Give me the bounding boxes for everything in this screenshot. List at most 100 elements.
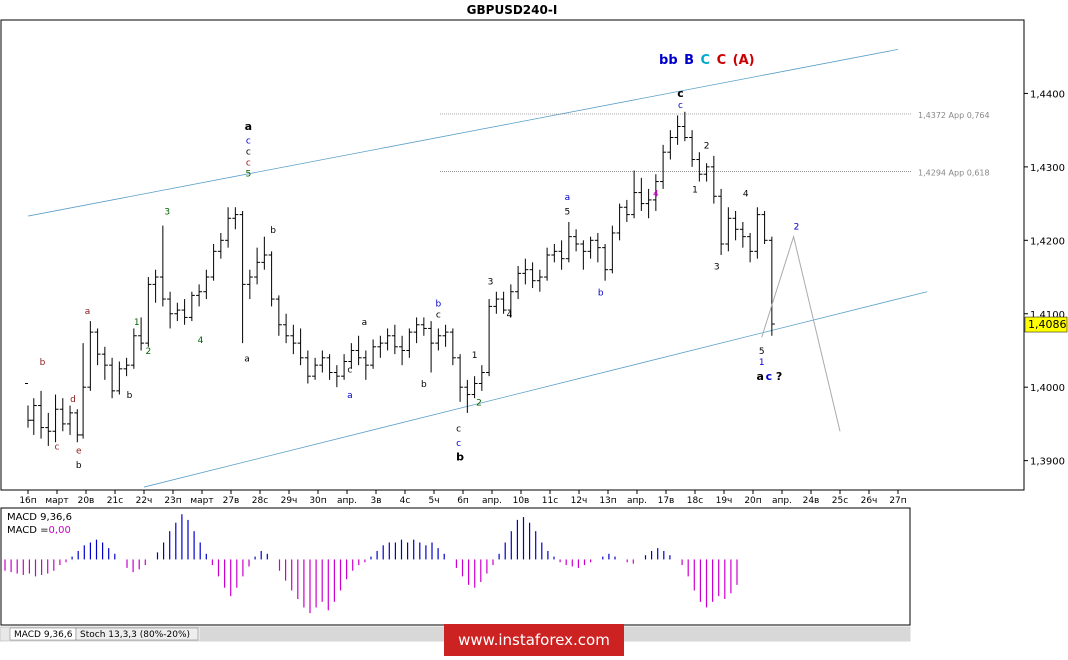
wave-label-9: 3 bbox=[164, 208, 170, 218]
ohlc-bar-30 bbox=[239, 210, 246, 344]
x-tick-label-12: 3в bbox=[370, 496, 381, 506]
ohlc-bar-4 bbox=[52, 394, 59, 443]
ohlc-bar-65 bbox=[493, 291, 500, 314]
wave-label-33: 5 bbox=[759, 347, 765, 357]
ohlc-bar-27 bbox=[217, 232, 224, 259]
ohlc-bar-103 bbox=[768, 236, 775, 336]
price-bars bbox=[25, 111, 775, 446]
x-tick-label-18: 11с bbox=[542, 496, 558, 506]
fib-levels: 1,4372 App 0,764 1,4294 App 0,618 bbox=[440, 111, 990, 177]
tab-stoch[interactable]: Stoch 13,3,3 (80%-20%) bbox=[75, 627, 199, 641]
ohlc-bar-81 bbox=[609, 225, 616, 274]
ohlc-bar-41 bbox=[319, 350, 326, 373]
ohlc-bar-0 bbox=[25, 383, 31, 428]
wave-label-18: c bbox=[436, 310, 441, 320]
fib-label-1: 1,4294 App 0,618 bbox=[918, 168, 990, 177]
macd-histogram bbox=[4, 514, 738, 614]
x-tick-label-0: 16п bbox=[19, 496, 36, 506]
ohlc-bar-49 bbox=[377, 335, 384, 358]
wave-label-8: 2 bbox=[145, 347, 151, 357]
ohlc-bar-73 bbox=[551, 243, 558, 263]
channel-lower-line bbox=[143, 291, 928, 488]
top-wave-part-5: (A) bbox=[726, 53, 754, 68]
wave-label-17: b bbox=[435, 299, 441, 309]
ohlc-bar-68 bbox=[515, 266, 522, 300]
x-tick-label-4: 22ч bbox=[136, 496, 153, 506]
top-wave-part-2: B bbox=[678, 53, 694, 68]
ohlc-bar-71 bbox=[536, 269, 543, 292]
channel-lines bbox=[27, 48, 928, 488]
ohlc-bar-95 bbox=[710, 155, 717, 204]
ohlc-bar-88 bbox=[660, 144, 667, 189]
ohlc-bar-56 bbox=[428, 321, 435, 373]
wave-label-35: 2 bbox=[794, 222, 800, 232]
ohlc-bar-51 bbox=[391, 324, 398, 355]
ohlc-bar-37 bbox=[290, 324, 297, 355]
ohlc-bar-100 bbox=[747, 232, 754, 263]
x-tick-label-2: 20в bbox=[78, 496, 95, 506]
ohlc-bar-54 bbox=[413, 317, 420, 344]
wave-label-30: 1 bbox=[692, 186, 698, 196]
ohlc-bar-1 bbox=[30, 398, 37, 435]
ohlc-bar-36 bbox=[283, 313, 290, 344]
wave-label-16: b bbox=[421, 380, 427, 390]
ohlc-bar-84 bbox=[631, 170, 638, 219]
y-tick-label-0: 1,3900 bbox=[1030, 457, 1065, 468]
macd-main-label: MACD 9,36,6 bbox=[7, 512, 72, 523]
x-tick-label-17: 10в bbox=[513, 496, 530, 506]
watermark[interactable]: www.instaforex.com bbox=[444, 624, 624, 656]
y-tick-label-4: 1,4300 bbox=[1030, 163, 1065, 174]
top-wave-part-3: C bbox=[694, 53, 710, 68]
wave-label-20: c bbox=[456, 439, 461, 449]
macd-signal-label: MACD =0,00 bbox=[7, 525, 71, 536]
wave-label-2: d bbox=[70, 395, 76, 405]
ohlc-bar-34 bbox=[268, 251, 275, 307]
y-tick-label-1: 1,4000 bbox=[1030, 383, 1065, 394]
x-tick-label-7: 27в bbox=[223, 496, 240, 506]
wave-label-11: a bbox=[244, 354, 250, 364]
wave-labels: bcdebab1234abcaabbccc1234a5b42134512ccc5… bbox=[40, 87, 800, 471]
top-wave-part-0: b bbox=[659, 53, 668, 68]
projection-line bbox=[761, 234, 841, 432]
ohlc-bar-40 bbox=[312, 357, 319, 380]
x-tick-label-9: 29ч bbox=[281, 496, 298, 506]
ohlc-bar-85 bbox=[638, 177, 645, 211]
ohlc-bar-16 bbox=[138, 317, 145, 351]
ohlc-bar-91 bbox=[681, 111, 688, 142]
watermark-text: www.instaforex.com bbox=[458, 631, 610, 649]
tab-macd[interactable]: MACD 9,36,6 bbox=[9, 627, 77, 641]
ohlc-bar-47 bbox=[362, 350, 369, 380]
ohlc-bar-6 bbox=[67, 405, 74, 435]
ohlc-bar-87 bbox=[652, 174, 659, 211]
macd-signal-prefix: MACD = bbox=[7, 525, 49, 536]
ohlc-bar-32 bbox=[254, 247, 261, 285]
ohlc-bar-93 bbox=[696, 152, 703, 182]
x-tick-label-15: 6п bbox=[457, 496, 469, 506]
wave-label-25: a bbox=[565, 193, 571, 203]
x-tick-label-19: 12ч bbox=[571, 496, 588, 506]
top-wave-part-4: C bbox=[710, 53, 726, 68]
ohlc-bar-18 bbox=[152, 269, 159, 303]
ohlc-bar-94 bbox=[703, 163, 710, 182]
ohlc-bar-22 bbox=[181, 299, 188, 325]
ohlc-bar-74 bbox=[558, 240, 565, 270]
ohlc-bar-17 bbox=[145, 277, 152, 347]
ohlc-bar-99 bbox=[739, 221, 746, 248]
wave-label-bold-4: c bbox=[766, 370, 773, 383]
wave-label-bold-2: c bbox=[677, 87, 684, 100]
ohlc-bar-64 bbox=[486, 299, 493, 377]
ohlc-bar-66 bbox=[500, 291, 507, 314]
ohlc-bar-2 bbox=[38, 390, 45, 439]
wave-label-bold-3: a bbox=[757, 370, 764, 383]
ohlc-bar-14 bbox=[123, 357, 130, 377]
x-tick-label-22: 17в bbox=[658, 496, 675, 506]
wave-label-13: c bbox=[347, 366, 352, 376]
ohlc-bar-76 bbox=[573, 229, 580, 252]
x-tick-label-29: 26ч bbox=[861, 496, 878, 506]
ohlc-bar-78 bbox=[587, 236, 594, 259]
ohlc-bar-7 bbox=[74, 409, 81, 443]
ohlc-bar-33 bbox=[261, 236, 268, 270]
ohlc-bar-29 bbox=[232, 207, 239, 230]
wave-label-29: 2 bbox=[704, 142, 710, 152]
